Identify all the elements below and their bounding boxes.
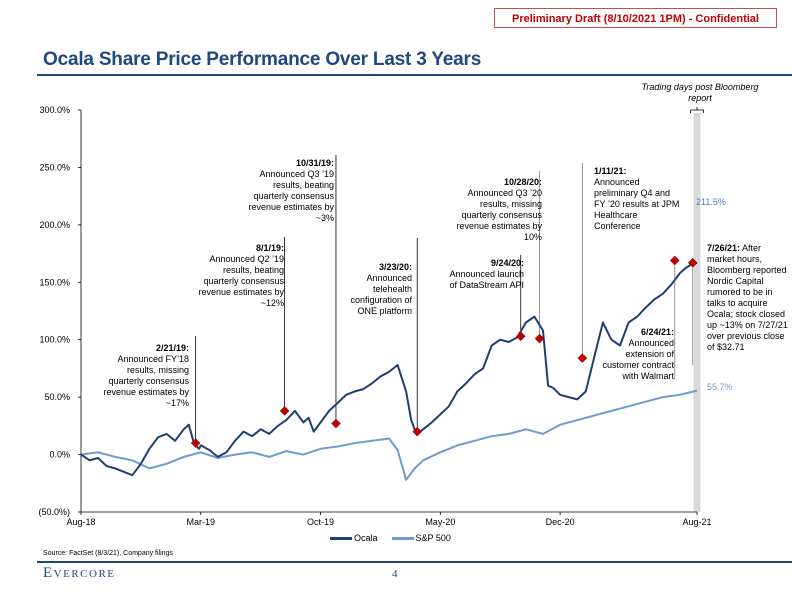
page-number: 4: [392, 568, 398, 580]
series-line-ocala: [80, 261, 698, 477]
event-marker: [190, 438, 201, 448]
event-marker: [687, 257, 698, 268]
y-tick-label: 200.0%: [39, 220, 70, 230]
draft-banner: Preliminary Draft (8/10/2021 1PM) - Conf…: [494, 8, 777, 28]
x-tick-label: Dec-20: [546, 517, 575, 527]
annotation-3-23-20: 3/23/20: Announced telehealth configurati…: [340, 262, 412, 317]
x-tick-label: Aug-18: [66, 517, 95, 527]
series-line-sp500: [80, 389, 698, 481]
x-tick-label: Aug-21: [682, 517, 711, 527]
event-marker: [515, 331, 526, 342]
annotation-date: 10/31/19:: [295, 158, 334, 168]
annotation-date: 2/21/19:: [155, 343, 189, 353]
annotation-date: 6/24/21:: [640, 327, 674, 337]
legend-label: S&P 500: [415, 533, 451, 543]
event-marker: [331, 418, 341, 429]
y-tick-label: 150.0%: [39, 277, 70, 287]
annotation-date: 10/28/20:: [503, 177, 542, 187]
event-marker: [577, 353, 588, 363]
x-tick-label: Oct-19: [307, 517, 334, 527]
annotation-text: Announced preliminary Q4 and FY ’20 resu…: [594, 177, 680, 231]
legend-swatch-ocala: [330, 536, 352, 540]
evercore-logo: Evercore: [43, 565, 116, 581]
annotation-2-21-19: 2/21/19: Announced FY’18 results, missing…: [100, 343, 189, 409]
page-title: Ocala Share Price Performance Over Last …: [43, 49, 482, 70]
annotation-date: 3/23/20:: [378, 262, 412, 272]
annotation-date: 9/24/20:: [490, 258, 524, 268]
annotation-6-24-21: 6/24/21: Announced extension of customer …: [590, 327, 674, 382]
title-divider: [37, 74, 792, 76]
sp500-end-label: 55.7%: [707, 382, 733, 392]
legend-item-ocala: Ocala: [330, 533, 378, 543]
event-marker: [412, 426, 423, 437]
annotation-10-31-19: 10/31/19: Announced Q3 ’19 results, beati…: [240, 158, 334, 224]
annotation-text: Announced telehealth configuration of ON…: [350, 273, 412, 316]
source-note: Source: FactSet (8/3/21), Company filing…: [43, 550, 173, 557]
y-tick-label: 0.0%: [49, 450, 70, 460]
trading-days-note: Trading days post Bloomberg report: [641, 82, 759, 103]
y-tick-label: 300.0%: [39, 105, 70, 115]
x-tick-label: Mar-19: [187, 517, 216, 527]
event-marker: [279, 406, 290, 416]
y-tick-label: 250.0%: [39, 162, 70, 172]
highlight-band: [693, 113, 701, 512]
annotation-date: 1/11/21:: [594, 166, 627, 176]
annotation-text: After market hours, Bloomberg reported N…: [707, 243, 788, 352]
y-tick-label: (50.0%): [38, 507, 70, 517]
event-marker: [534, 333, 545, 344]
annotation-text: Announced Q3 ’19 results, beating quarte…: [248, 169, 334, 223]
annotation-7-26-21: 7/26/21: After market hours, Bloomberg r…: [707, 243, 789, 353]
chart-legend: Ocala S&P 500: [330, 533, 461, 543]
event-marker: [669, 255, 680, 266]
y-tick-label: 100.0%: [39, 335, 70, 345]
annotation-text: Announced Q3 ’20 results, missing quarte…: [456, 188, 542, 242]
x-tick-label: May-20: [425, 517, 455, 527]
annotation-10-28-20: 10/28/20: Announced Q3 ’20 results, missi…: [450, 177, 542, 243]
band-bracket: [690, 107, 704, 113]
annotation-8-1-19: 8/1/19: Announced Q2 ’19 results, beating…: [188, 243, 284, 309]
legend-item-sp500: S&P 500: [391, 533, 451, 543]
legend-label: Ocala: [354, 533, 378, 543]
annotation-text: Announced FY’18 results, missing quarter…: [103, 354, 189, 408]
ocala-end-label: 211.5%: [696, 197, 726, 207]
annotation-text: Announced launch of DataStream API: [449, 269, 524, 290]
annotation-text: Announced extension of customer contract…: [602, 338, 674, 381]
y-tick-label: 50.0%: [44, 392, 70, 402]
footer-divider: [37, 561, 792, 563]
legend-swatch-sp500: [391, 536, 414, 540]
annotation-9-24-20: 9/24/20: Announced launch of DataStream A…: [440, 258, 524, 291]
annotation-1-11-21: 1/11/21: Announced preliminary Q4 and FY …: [594, 166, 680, 232]
annotation-date: 8/1/19:: [255, 243, 284, 253]
annotation-text: Announced Q2 ’19 results, beating quarte…: [198, 254, 284, 308]
annotation-date: 7/26/21:: [707, 243, 741, 253]
